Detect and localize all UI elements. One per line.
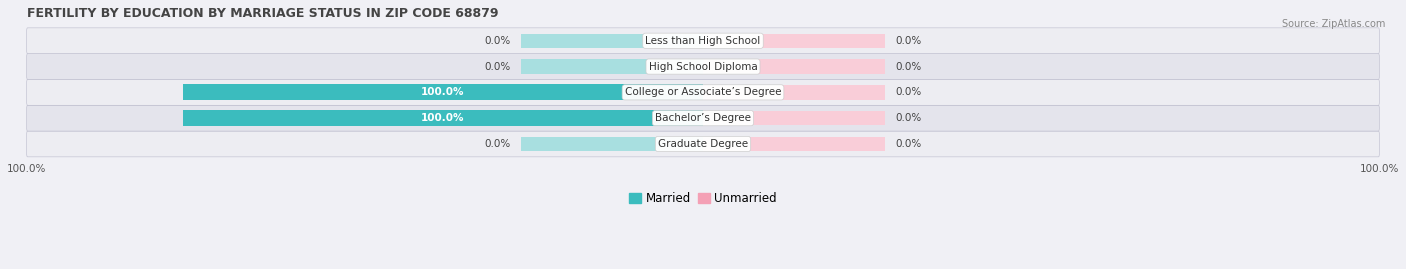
Text: Bachelor’s Degree: Bachelor’s Degree <box>655 113 751 123</box>
Text: 100.0%: 100.0% <box>422 87 464 97</box>
Bar <box>703 111 886 125</box>
Bar <box>520 137 703 151</box>
Text: 0.0%: 0.0% <box>896 113 922 123</box>
Text: College or Associate’s Degree: College or Associate’s Degree <box>624 87 782 97</box>
Text: 0.0%: 0.0% <box>896 139 922 149</box>
FancyBboxPatch shape <box>27 131 1379 157</box>
Text: 0.0%: 0.0% <box>484 62 510 72</box>
FancyBboxPatch shape <box>27 105 1379 131</box>
FancyBboxPatch shape <box>27 28 1379 54</box>
Text: 0.0%: 0.0% <box>896 87 922 97</box>
FancyBboxPatch shape <box>27 79 1379 105</box>
Text: 100.0%: 100.0% <box>422 113 464 123</box>
Bar <box>703 137 886 151</box>
Bar <box>703 85 886 100</box>
Bar <box>183 84 703 100</box>
Text: High School Diploma: High School Diploma <box>648 62 758 72</box>
Text: 100.0%: 100.0% <box>654 113 693 123</box>
Text: 0.0%: 0.0% <box>484 139 510 149</box>
Bar <box>703 34 886 48</box>
Bar <box>520 34 703 48</box>
Text: 0.0%: 0.0% <box>896 36 922 46</box>
Text: Less than High School: Less than High School <box>645 36 761 46</box>
Bar <box>183 110 703 126</box>
Text: 0.0%: 0.0% <box>484 36 510 46</box>
Bar <box>703 59 886 74</box>
Text: Graduate Degree: Graduate Degree <box>658 139 748 149</box>
Text: 100.0%: 100.0% <box>654 87 693 97</box>
Text: Source: ZipAtlas.com: Source: ZipAtlas.com <box>1281 19 1385 29</box>
Legend: Married, Unmarried: Married, Unmarried <box>624 187 782 210</box>
Text: FERTILITY BY EDUCATION BY MARRIAGE STATUS IN ZIP CODE 68879: FERTILITY BY EDUCATION BY MARRIAGE STATU… <box>27 7 498 20</box>
Text: 0.0%: 0.0% <box>896 62 922 72</box>
FancyBboxPatch shape <box>27 54 1379 79</box>
Bar <box>520 59 703 74</box>
